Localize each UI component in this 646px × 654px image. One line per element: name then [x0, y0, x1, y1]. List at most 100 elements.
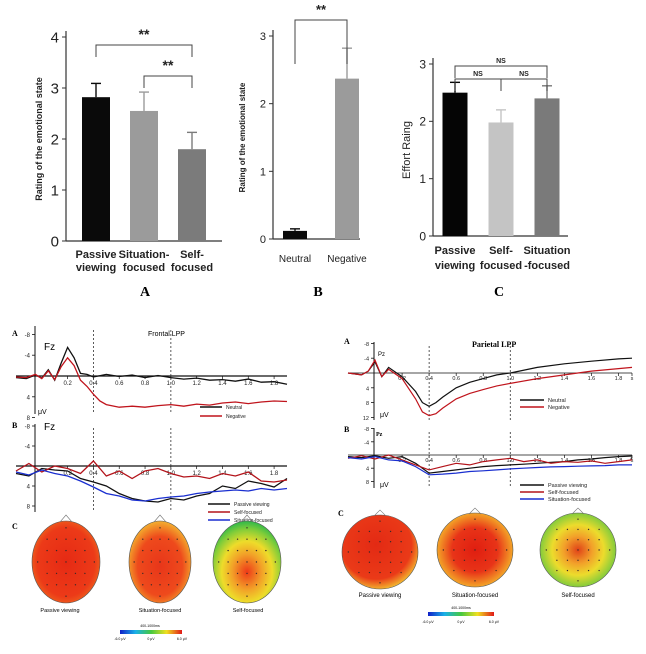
electrode-dot [74, 561, 77, 563]
parietal-colorbar-min: -6.0 μV [422, 620, 434, 624]
y-tick-label: 3 [51, 80, 59, 97]
time-tick-label: 1.4 [218, 381, 227, 387]
time-tick-label: s [631, 458, 634, 464]
electrode-dot [176, 549, 178, 552]
parietal-unit-b: μV [380, 482, 389, 489]
electrode-dot [246, 527, 248, 529]
electrode-dot [545, 549, 548, 551]
parietal-electrode-dots [347, 518, 611, 584]
electrode-dot [227, 572, 229, 575]
category-label-1: Passive [435, 245, 476, 257]
y-tick-label: 4 [51, 29, 59, 46]
electrode-dot [159, 538, 161, 540]
electrode-dot [265, 572, 267, 575]
electrode-dot [598, 549, 600, 551]
parietal-channel-a: Pz [378, 352, 385, 358]
electrode-dot [55, 549, 58, 552]
electrode-dot [265, 549, 267, 552]
electrode-dot [65, 595, 67, 597]
bar-chart-b: 0 1 2 3 Rating of the emotional state Neutral… [238, 2, 367, 265]
electrode-dot [142, 561, 144, 563]
electrode-dot [598, 569, 600, 572]
y-tick-label: 3 [419, 57, 426, 71]
electrode-dot [566, 528, 569, 531]
time-tick-label: 0.8 [141, 471, 150, 477]
significance-bracket-1 [95, 44, 193, 57]
electrode-dot [74, 538, 77, 540]
electrode-dot [453, 569, 455, 572]
frontal-colorbar [120, 630, 182, 634]
electrode-dot [55, 584, 58, 586]
electrode-dot [84, 584, 86, 586]
electrode-dot [587, 549, 590, 551]
y-axis-label: Rating of the emotional state [238, 82, 247, 192]
parietal-label-a: A [344, 337, 350, 346]
electrode-dot [84, 561, 86, 563]
time-tick-label: 0.6 [452, 376, 460, 382]
bar-2 [335, 78, 359, 239]
electrode-dot [556, 559, 558, 561]
time-tick-label: 1.2 [534, 458, 542, 464]
electrode-dot [484, 549, 487, 551]
electrode-dot [159, 572, 161, 575]
legend-label-3: Situation-focused [548, 497, 591, 503]
electrode-dot [577, 580, 579, 582]
electrode-dot [453, 549, 455, 551]
erp-parietal-a: -8-448120.20.40.60.81.01.21.41.61.8sNeut… [347, 342, 634, 422]
category-label-2: Negative [327, 254, 367, 265]
electrode-dot [577, 549, 579, 551]
electrode-dot [84, 572, 86, 575]
electrode-dot [246, 549, 248, 552]
amplitude-tick-label: 8 [366, 401, 369, 407]
electrode-dot [474, 569, 476, 572]
electrode-dot [566, 539, 569, 541]
legend-label-1: Passive viewing [234, 502, 270, 508]
electrode-dot [150, 538, 153, 540]
electrode-dot [463, 539, 466, 541]
frontal-channel-b: Fz [44, 422, 55, 433]
electrode-dot [358, 561, 360, 563]
electrode-dot [587, 559, 590, 561]
amplitude-tick-label: -8 [25, 425, 31, 431]
parietal-unit-a: μV [380, 412, 389, 419]
time-tick-label: 1.8 [270, 471, 279, 477]
electrode-dot [566, 569, 569, 572]
electrode-dot [400, 530, 402, 533]
y-tick-label: 1 [51, 182, 59, 199]
electrode-dot [217, 561, 220, 563]
electrode-dot [577, 539, 579, 541]
electrode-dot [577, 569, 579, 572]
electrode-dot [368, 561, 371, 563]
electrode-dot [442, 549, 445, 551]
electrode-dot [379, 561, 381, 563]
category-label-1: Neutral [279, 254, 311, 265]
amplitude-tick-label: -4 [25, 445, 31, 451]
electrode-dot [358, 551, 360, 553]
electrode-dot [598, 539, 600, 541]
frontal-topo-label-1: Passive viewing [40, 608, 79, 614]
parietal-colorbar [428, 612, 494, 616]
electrode-dot [227, 561, 229, 563]
y-tick-label: 0 [51, 233, 59, 250]
electrode-dot [556, 549, 558, 551]
frontal-label-a: A [12, 329, 18, 338]
electrode-dot [176, 584, 178, 586]
bar-1 [283, 230, 307, 239]
electrode-dot [379, 551, 381, 553]
significance-bracket-1 [454, 65, 548, 78]
electrode-dot [150, 572, 153, 575]
significance-label-2: NS [473, 71, 483, 78]
time-tick-label: 1.4 [561, 376, 569, 382]
category-label-3: Situation [523, 245, 570, 257]
electrode-dot [246, 584, 248, 586]
time-tick-label: 1.8 [615, 376, 623, 382]
category-label-2: Situation- [119, 249, 170, 261]
electrode-dot [55, 538, 58, 540]
electrode-dot [347, 551, 350, 553]
legend-label-2: Negative [548, 405, 570, 411]
electrode-dot [74, 572, 77, 575]
electrode-dot [150, 561, 153, 563]
electrode-dot [598, 559, 600, 561]
y-tick-label: 2 [419, 115, 426, 129]
electrode-dot [65, 549, 67, 552]
